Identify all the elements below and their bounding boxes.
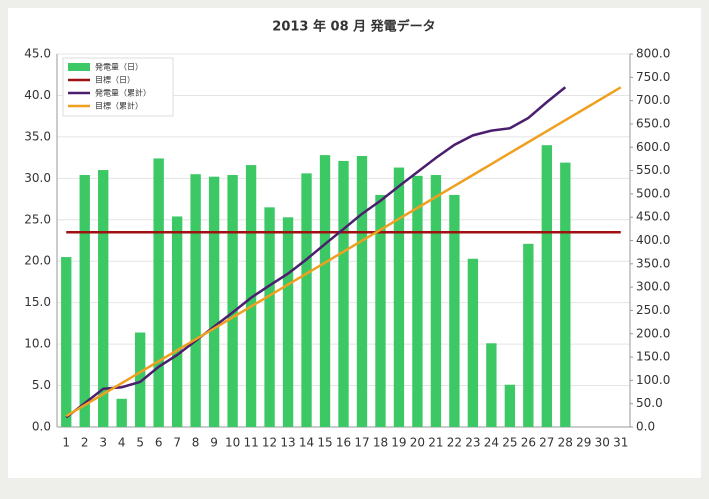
y2-tick-label: 350.0 [636,256,670,270]
x-tick-label: 1 [62,436,70,450]
bar [560,162,571,427]
x-tick-label: 3 [99,436,107,450]
y2-tick-label: 400.0 [636,233,670,247]
bar [356,155,368,427]
y-tick-label: 20.0 [24,254,51,268]
y2-tick-label: 250.0 [636,303,670,317]
bar [449,194,460,427]
legend-label: 発電量（累計） [95,88,151,98]
x-tick-label: 26 [521,436,536,450]
bar [467,258,479,427]
chart-title: 2013 年 08 月 発電データ [272,19,435,35]
legend-swatch [68,63,90,71]
legend-label: 目標（日） [95,75,135,85]
bar [245,165,257,427]
x-tick-label: 25 [502,436,517,450]
legend-label: 発電量（日） [95,63,143,72]
y-tick-label: 45.0 [24,47,51,61]
y2-tick-label: 600.0 [636,140,670,154]
bar [116,398,127,427]
y2-tick-label: 700.0 [636,93,670,107]
x-tick-label: 19 [391,436,406,450]
y-tick-label: 40.0 [24,88,51,102]
y-tick-label: 10.0 [24,337,51,351]
y2-tick-label: 750.0 [636,70,670,84]
y2-tick-label: 200.0 [636,326,670,340]
x-tick-label: 30 [595,436,610,450]
bar [319,155,331,427]
y2-tick-label: 800.0 [636,47,670,61]
bar [412,175,423,427]
bar [282,217,294,427]
bar [393,167,405,427]
x-tick-label: 17 [354,436,369,450]
x-tick-label: 28 [558,436,573,450]
y-tick-label: 15.0 [24,295,51,309]
bar [301,173,312,427]
bar [153,158,164,427]
bar [79,175,90,427]
x-tick-label: 12 [262,436,277,450]
y-tick-label: 30.0 [24,171,51,185]
bar [338,160,349,427]
y2-tick-label: 50.0 [636,396,663,410]
x-tick-label: 15 [317,436,332,450]
bar [375,194,386,427]
y2-tick-label: 0.0 [636,420,655,434]
x-tick-label: 9 [210,436,218,450]
bar [541,145,552,427]
x-tick-label: 22 [447,436,462,450]
bar [208,176,220,427]
x-tick-label: 2 [81,436,89,450]
x-tick-label: 6 [155,436,163,450]
y-tick-label: 0.0 [32,420,51,434]
x-tick-label: 24 [484,436,499,450]
line [65,86,567,419]
y2-tick-label: 100.0 [636,373,670,387]
x-tick-label: 13 [280,436,295,450]
bar [98,170,109,428]
x-tick-label: 16 [336,436,351,450]
x-tick-label: 31 [613,436,628,450]
line [65,86,622,418]
x-tick-label: 4 [118,436,126,450]
x-tick-label: 18 [373,436,388,450]
x-tick-label: 10 [225,436,240,450]
y2-tick-label: 500.0 [636,186,670,200]
x-tick-label: 14 [299,436,314,450]
bar [135,332,146,427]
x-tick-label: 23 [465,436,480,450]
bar [264,207,275,427]
bar [504,384,516,427]
bar [61,257,72,427]
x-tick-label: 29 [576,436,591,450]
x-tick-label: 20 [410,436,425,450]
bar [486,343,497,427]
y2-tick-label: 300.0 [636,280,670,294]
y-tick-label: 5.0 [32,378,51,392]
bar [171,216,183,427]
bar [523,243,534,427]
x-tick-label: 7 [173,436,181,450]
x-tick-label: 11 [243,436,258,450]
bar [430,175,442,427]
y2-tick-label: 550.0 [636,163,670,177]
x-tick-label: 27 [539,436,554,450]
bar [227,175,238,427]
y2-tick-label: 650.0 [636,116,670,130]
bar [190,174,201,427]
y2-tick-label: 450.0 [636,210,670,224]
x-tick-label: 21 [428,436,443,450]
x-tick-label: 8 [192,436,200,450]
y2-tick-label: 150.0 [636,350,670,364]
y-tick-label: 25.0 [24,212,51,226]
x-tick-label: 5 [136,436,144,450]
y-tick-label: 35.0 [24,129,51,143]
legend-label: 目標（累計） [95,101,143,111]
